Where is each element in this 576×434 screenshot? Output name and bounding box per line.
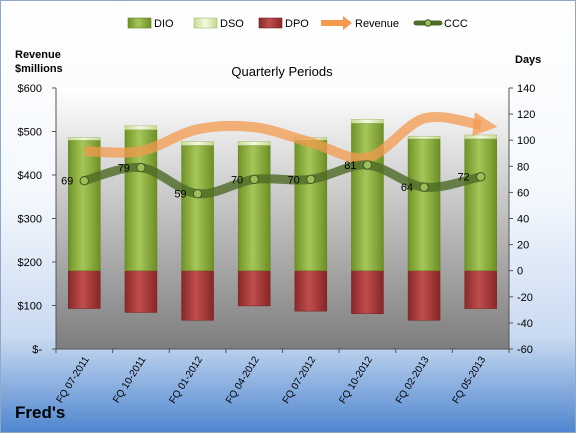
left-axis-label-line2: $millions (15, 63, 63, 75)
bar-dio-fq-02-2013 (407, 138, 441, 271)
right-tick-label: 0 (517, 266, 523, 278)
ccc-data-label-fq-07-2012: 70 (288, 174, 300, 186)
bar-dso-fq-04-2012 (237, 141, 271, 146)
bar-dio-fq-04-2012 (237, 145, 271, 271)
right-tick-label: 120 (517, 109, 535, 121)
x-tick-label-fq-07-2012: FQ 07-2012 (281, 354, 319, 405)
bar-dso-fq-10-2012 (351, 119, 384, 124)
right-tick-label: 40 (517, 214, 529, 226)
right-tick-label: 80 (517, 161, 529, 173)
revenue-line (84, 112, 498, 164)
right-tick-label: -60 (517, 344, 533, 356)
x-tick-label-fq-01-2012: FQ 01-2012 (167, 354, 205, 405)
bar-dso-fq-05-2013 (464, 134, 497, 140)
ccc-point-fq-05-2013 (475, 172, 486, 182)
ccc-point-fq-04-2012 (249, 174, 259, 185)
right-tick-label: 140 (517, 83, 535, 95)
bar-dpo-fq-02-2013 (407, 270, 441, 321)
ccc-data-label-fq-10-2011: 79 (118, 163, 130, 175)
x-tick-label-fq-04-2012: FQ 04-2012 (224, 354, 262, 405)
legend: DIO DSO DPO Revenue CCC (127, 16, 468, 30)
company-name: Fred's (15, 403, 66, 422)
bar-dio-fq-01-2012 (181, 145, 214, 271)
legend-label-revenue: Revenue (355, 18, 399, 30)
ccc-data-label-fq-01-2012: 59 (174, 189, 186, 201)
bar-dpo-fq-07-2011 (68, 270, 101, 309)
left-tick-label: $500 (18, 127, 42, 139)
bar-dpo-fq-05-2013 (464, 270, 497, 309)
ccc-point-fq-07-2012 (306, 174, 316, 185)
x-tick-label-fq-10-2011: FQ 10-2011 (111, 354, 148, 405)
bar-dpo-fq-01-2012 (181, 270, 214, 321)
ccc-data-label-fq-02-2013: 64 (401, 182, 413, 194)
legend-label-dso: DSO (220, 18, 244, 30)
right-tick-label: 60 (517, 187, 529, 199)
left-tick-label: $400 (18, 170, 42, 182)
ccc-point-fq-10-2012 (362, 160, 373, 170)
legend-item-dio: DIO (127, 17, 174, 30)
left-tick-label: $200 (18, 257, 42, 269)
legend-swatch-dso (193, 17, 218, 29)
x-tick-label-fq-02-2013: FQ 02-2013 (394, 354, 432, 405)
legend-swatch-revenue-arrow (321, 16, 352, 30)
legend-label-dpo: DPO (285, 18, 309, 30)
legend-swatch-dpo (258, 17, 283, 29)
x-tick-label-fq-07-2011: FQ 07-2011 (55, 354, 92, 405)
ccc-point-fq-10-2011 (136, 162, 146, 173)
legend-swatch-ccc-marker (424, 19, 432, 27)
left-tick-label: $100 (18, 301, 42, 313)
legend-item-dpo: DPO (258, 17, 309, 30)
bar-dso-fq-10-2011 (124, 125, 158, 131)
x-tick-label-fq-05-2013: FQ 05-2013 (451, 354, 489, 405)
legend-swatch-dio (127, 17, 152, 29)
chart-title: Quarterly Periods (231, 64, 333, 79)
right-tick-label: -20 (517, 292, 533, 304)
bar-dpo-fq-04-2012 (237, 270, 271, 307)
bar-dio-fq-05-2013 (464, 138, 497, 271)
legend-label-ccc: CCC (444, 18, 468, 30)
bar-dso-fq-02-2013 (407, 136, 441, 140)
bars-layer (68, 119, 497, 321)
bar-dio-fq-10-2012 (351, 122, 384, 271)
right-tick-label: 100 (517, 135, 535, 147)
right-tick-label: -40 (517, 318, 533, 330)
left-tick-label: $- (32, 344, 42, 356)
left-tick-label: $600 (18, 83, 42, 95)
right-axis-label: Days (515, 54, 541, 66)
ccc-data-label-fq-04-2012: 70 (231, 174, 243, 186)
ccc-line (79, 160, 486, 199)
ccc-data-label-fq-07-2011: 69 (61, 176, 73, 188)
ccc-point-fq-07-2011 (79, 175, 90, 186)
legend-item-dso: DSO (193, 17, 244, 30)
bar-dpo-fq-10-2011 (124, 270, 158, 313)
lines-layer: 69 79 59 70 70 81 64 72 (61, 112, 498, 201)
plot-area (56, 88, 509, 349)
left-tick-label: $300 (18, 214, 42, 226)
legend-item-ccc: CCC (413, 18, 468, 30)
bar-dpo-fq-07-2012 (294, 270, 328, 312)
x-tick-label-fq-10-2012: FQ 10-2012 (337, 354, 375, 405)
ccc-point-fq-02-2013 (419, 182, 429, 192)
bar-dso-fq-07-2011 (68, 137, 101, 141)
ccc-data-label-fq-05-2013: 72 (457, 172, 469, 184)
bar-dso-fq-01-2012 (181, 141, 214, 146)
bar-dio-fq-07-2011 (68, 139, 101, 271)
bar-dio-fq-07-2012 (294, 139, 328, 271)
ccc-point-fq-01-2012 (192, 189, 203, 199)
ccc-data-label-fq-10-2012: 81 (344, 160, 356, 172)
right-tick-label: 20 (517, 240, 529, 252)
legend-item-revenue: Revenue (321, 16, 399, 30)
legend-label-dio: DIO (154, 18, 174, 30)
bar-dpo-fq-10-2012 (351, 270, 384, 315)
left-axis-label-line1: Revenue (15, 49, 61, 61)
